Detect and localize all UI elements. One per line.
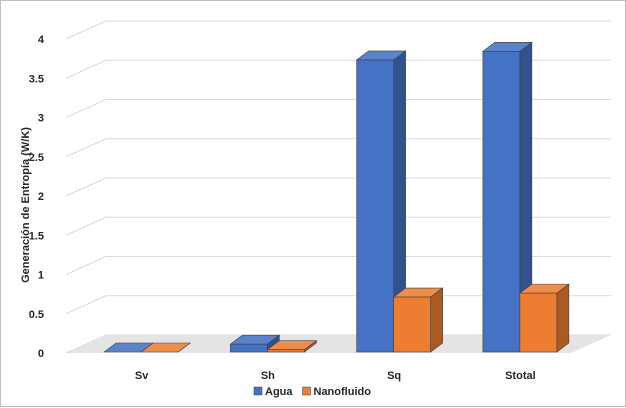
y-tick-label: 1 <box>38 270 44 282</box>
x-axis-categories: Sv Sh Sq Stotal <box>135 370 536 382</box>
y-tick-label: 3.5 <box>29 73 44 85</box>
chart-floor <box>66 335 611 353</box>
gridlines <box>65 20 611 354</box>
y-tick-label: 3 <box>38 113 44 125</box>
x-tick-label: Sh <box>261 370 275 382</box>
bar-top <box>140 342 192 353</box>
x-tick-label: Sq <box>387 370 401 382</box>
x-tick-label: Sv <box>135 370 149 382</box>
gridline <box>65 256 611 275</box>
y-tick-label: 0 <box>38 348 44 360</box>
y-tick-label: 1.5 <box>29 230 44 242</box>
bar <box>267 349 305 353</box>
gridline <box>65 99 611 118</box>
bar <box>356 59 394 353</box>
bars <box>103 41 570 353</box>
legend-swatch <box>302 386 311 396</box>
legend-swatch <box>253 386 263 396</box>
y-tick-label: 0.5 <box>29 309 44 321</box>
legend-label: Agua <box>265 386 293 398</box>
bar-side <box>556 283 570 353</box>
bar <box>519 292 558 353</box>
floor-plane <box>66 335 611 353</box>
y-tick-label: 2 <box>38 191 44 203</box>
gridline <box>65 59 611 79</box>
legend: Agua Nanofluido <box>253 386 372 398</box>
y-axis-ticks: 0 0.5 1 1.5 2 2.5 3 3.5 4 <box>29 34 45 360</box>
legend-label: Nanofluido <box>314 386 372 398</box>
y-axis-label: Generación de Entropía (W/K) <box>20 127 32 283</box>
bar <box>482 51 521 353</box>
x-tick-label: Stotal <box>505 370 536 382</box>
bar <box>393 296 431 353</box>
gridline <box>65 177 611 197</box>
y-tick-label: 2.5 <box>29 152 44 164</box>
gridline <box>65 20 611 40</box>
gridline <box>65 216 611 236</box>
gridline <box>65 138 611 158</box>
y-tick-label: 4 <box>38 34 45 46</box>
bar-side <box>430 287 443 353</box>
bar <box>230 343 268 353</box>
